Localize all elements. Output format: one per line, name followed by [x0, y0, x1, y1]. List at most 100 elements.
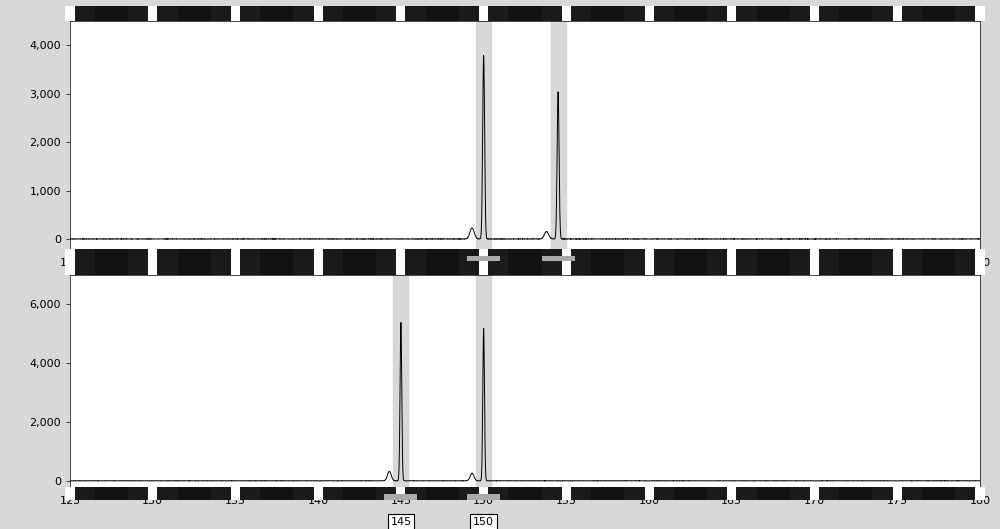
Bar	[562, 249, 571, 263]
Bar	[645, 6, 654, 21]
Bar	[231, 261, 240, 275]
Bar	[727, 6, 736, 21]
Bar	[314, 249, 323, 263]
Bar	[893, 249, 902, 263]
Bar	[810, 261, 819, 275]
Bar	[70, 249, 980, 263]
Bar	[467, 256, 500, 263]
Bar	[645, 249, 654, 263]
Bar	[562, 487, 571, 500]
Bar	[975, 261, 985, 275]
Bar	[314, 6, 323, 21]
Bar	[975, 6, 985, 21]
Bar	[508, 487, 542, 500]
Bar	[727, 487, 736, 500]
Bar	[674, 249, 707, 263]
Bar	[591, 487, 624, 500]
Bar	[562, 261, 571, 275]
Bar	[343, 261, 376, 275]
Bar	[231, 6, 240, 21]
Bar	[591, 6, 624, 21]
Bar	[393, 275, 408, 487]
Bar	[551, 21, 566, 249]
Bar	[727, 249, 736, 263]
Bar	[975, 249, 985, 263]
Bar	[674, 6, 707, 21]
Bar	[314, 261, 323, 275]
Bar	[95, 249, 128, 263]
Bar	[95, 487, 128, 500]
Bar	[975, 487, 985, 500]
Bar	[810, 487, 819, 500]
Bar	[314, 487, 323, 500]
Bar	[508, 261, 542, 275]
Bar	[922, 261, 955, 275]
Bar	[591, 249, 624, 263]
Bar	[148, 249, 157, 263]
Bar	[426, 249, 459, 263]
Bar	[426, 487, 459, 500]
Bar	[426, 261, 459, 275]
Bar	[645, 487, 654, 500]
Bar	[343, 487, 376, 500]
Bar	[70, 261, 980, 275]
Bar	[476, 275, 491, 487]
Bar	[839, 249, 872, 263]
Bar	[65, 249, 75, 263]
Bar	[384, 494, 417, 500]
Bar	[479, 249, 488, 263]
Bar	[343, 249, 376, 263]
Bar	[260, 6, 293, 21]
Bar	[396, 249, 405, 263]
Bar	[727, 261, 736, 275]
Bar	[893, 6, 902, 21]
Bar	[508, 6, 542, 21]
Bar	[260, 487, 293, 500]
Bar	[893, 487, 902, 500]
Bar	[591, 261, 624, 275]
Bar	[178, 249, 211, 263]
Bar	[810, 249, 819, 263]
Bar	[148, 6, 157, 21]
Bar	[467, 494, 500, 500]
Bar	[148, 261, 157, 275]
Bar	[757, 261, 790, 275]
Bar	[757, 6, 790, 21]
Bar	[542, 256, 575, 263]
Bar	[757, 249, 790, 263]
Bar	[178, 261, 211, 275]
Bar	[95, 6, 128, 21]
Bar	[396, 6, 405, 21]
Bar	[426, 6, 459, 21]
Bar	[260, 261, 293, 275]
Bar	[674, 261, 707, 275]
Bar	[343, 6, 376, 21]
Bar	[479, 487, 488, 500]
Bar	[508, 249, 542, 263]
Bar	[148, 487, 157, 500]
Bar	[674, 487, 707, 500]
Bar	[479, 6, 488, 21]
Bar	[260, 249, 293, 263]
Bar	[231, 487, 240, 500]
Bar	[810, 6, 819, 21]
Bar	[231, 249, 240, 263]
Text: 145: 145	[390, 517, 411, 527]
Bar	[476, 21, 491, 249]
Bar	[479, 261, 488, 275]
Bar	[839, 487, 872, 500]
Bar	[65, 6, 75, 21]
Bar	[70, 487, 980, 500]
Bar	[839, 6, 872, 21]
Bar	[65, 487, 75, 500]
Bar	[178, 6, 211, 21]
Bar	[65, 261, 75, 275]
Bar	[95, 261, 128, 275]
Bar	[922, 249, 955, 263]
Bar	[757, 487, 790, 500]
Bar	[922, 6, 955, 21]
Bar	[396, 261, 405, 275]
Bar	[178, 487, 211, 500]
Bar	[893, 261, 902, 275]
Bar	[562, 6, 571, 21]
